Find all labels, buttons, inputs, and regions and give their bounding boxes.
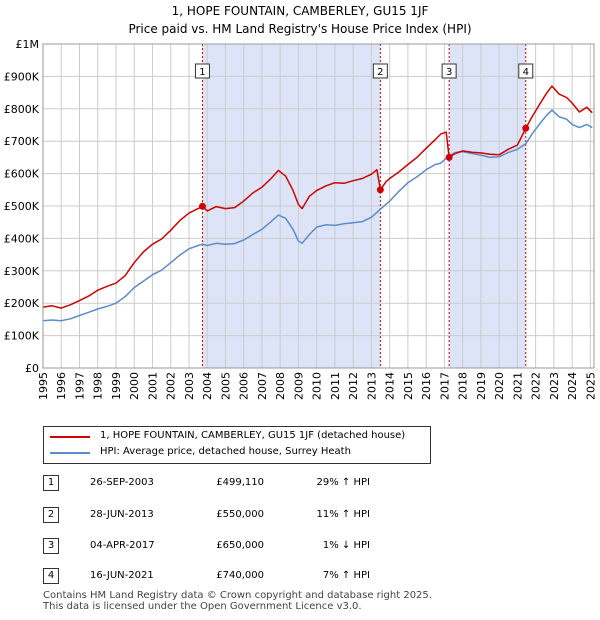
x-tick-label: 2003 [183,372,196,400]
legend: 1, HOPE FOUNTAIN, CAMBERLEY, GU15 1JF (d… [43,426,431,464]
x-tick-label: 2020 [493,372,506,400]
sale-number-box [441,63,457,79]
x-tick-label: 1995 [37,372,50,400]
transaction-date: 28-JUN-2013 [90,509,154,520]
x-tick-label: 1998 [92,372,105,400]
y-tick-label: £900K [4,70,40,83]
hpi-series-line [42,109,593,322]
x-tick-label: 2001 [146,372,159,400]
y-tick-label: £0 [25,362,39,375]
x-tick-label: 2018 [457,372,470,400]
transaction-number: 2 [43,507,59,523]
sale-number-label: 1 [199,67,205,78]
x-tick-label: 2023 [548,372,561,400]
transaction-row: 4 16-JUN-2021 £740,000 7% ↑ HPI [0,568,600,586]
transaction-price: £499,110 [216,477,264,488]
x-tick-label: 2014 [384,372,397,400]
sale-number-box [194,63,210,79]
x-tick-label: 2025 [584,372,597,400]
sale-number-label: 2 [377,67,383,78]
transaction-hpi: 1% ↓ HPI [322,540,370,551]
x-tick-label: 2008 [274,372,287,400]
y-tick-label: £500K [4,200,40,213]
y-tick-label: £800K [4,103,40,116]
x-tick-label: 2002 [165,372,178,400]
y-tick-label: £700K [4,135,40,148]
x-tick-label: 2022 [530,372,543,400]
x-tick-label: 2009 [292,372,305,400]
price-chart: £0 £100K £200K £300K £400K £500K £600K £700K £80… [4,38,598,400]
y-tick-label: £300K [4,265,40,278]
transaction-date: 26-SEP-2003 [90,477,154,488]
transaction-hpi: 11% ↑ HPI [316,509,370,520]
sale-number-label: 4 [523,67,529,78]
plot-frame [42,43,595,369]
blue-line-swatch [50,452,90,454]
x-tick-label: 2015 [402,372,415,400]
sale-point [198,202,206,210]
x-tick-label: 2006 [238,372,251,400]
x-tick-label: 2010 [311,372,324,400]
sale-number-label: 3 [446,67,452,78]
transaction-price: £740,000 [216,570,264,581]
transaction-hpi: 29% ↑ HPI [316,477,370,488]
x-tick-label: 2011 [329,372,342,400]
x-tick-label: 1997 [73,372,86,400]
x-tick-label: 2021 [511,372,524,400]
transaction-price: £650,000 [216,540,264,551]
transaction-price: £550,000 [216,509,264,520]
x-tick-label: 2005 [219,372,232,400]
x-tick-label: 2000 [128,372,141,400]
x-tick-label: 2017 [438,372,451,400]
transaction-row: 3 04-APR-2017 £650,000 1% ↓ HPI [0,538,600,556]
footer-licence: This data is licensed under the Open Gov… [43,601,362,612]
transaction-row: 2 28-JUN-2013 £550,000 11% ↑ HPI [0,507,600,525]
x-tick-label: 2013 [365,372,378,400]
x-tick-label: 1999 [110,372,123,400]
sale-point [445,153,453,161]
y-tick-label: £400K [4,232,40,245]
footer-copyright: Contains HM Land Registry data © Crown c… [43,590,432,601]
sale-number-box [372,63,388,79]
x-tick-label: 2007 [256,372,269,400]
x-tick-label: 2016 [420,372,433,400]
legend-label-hpi: HPI: Average price, detached house, Surr… [100,446,351,457]
transaction-hpi: 7% ↑ HPI [322,570,370,581]
legend-label-property: 1, HOPE FOUNTAIN, CAMBERLEY, GU15 1JF (d… [100,430,406,441]
y-tick-label: £100K [4,330,40,343]
chart-title: 1, HOPE FOUNTAIN, CAMBERLEY, GU15 1JF [171,4,429,18]
x-tick-label: 1996 [55,372,68,400]
x-tick-label: 2012 [347,372,360,400]
x-tick-label: 2004 [201,372,214,400]
transaction-number: 4 [43,568,59,584]
x-tick-label: 2019 [475,372,488,400]
footer: Contains HM Land Registry data © Crown c… [43,590,432,612]
y-tick-label: £200K [4,297,40,310]
transaction-number: 1 [43,475,59,491]
transaction-row: 1 26-SEP-2003 £499,110 29% ↑ HPI [0,475,600,493]
transaction-date: 04-APR-2017 [90,540,155,551]
y-tick-label: £600K [4,168,40,181]
transaction-date: 16-JUN-2021 [90,570,154,581]
sale-point [522,124,530,132]
y-tick-label: £1M [16,38,40,51]
x-tick-label: 2024 [566,372,579,400]
red-line-swatch [50,436,90,438]
sale-number-box [518,63,534,79]
chart-subtitle: Price paid vs. HM Land Registry's House … [128,22,472,36]
property-series-line [42,85,593,309]
transaction-number: 3 [43,538,59,554]
sale-point [376,186,384,194]
